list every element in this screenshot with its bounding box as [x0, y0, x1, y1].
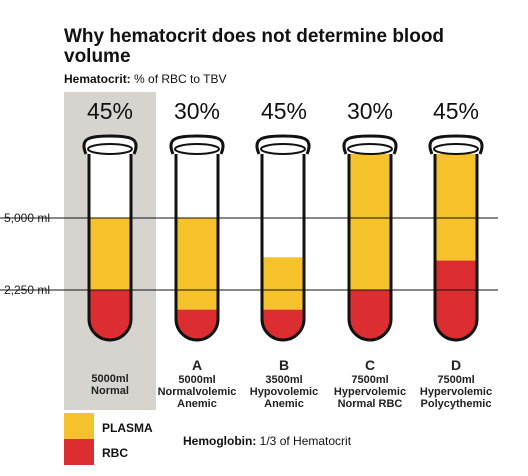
tube-fill-b: [262, 152, 304, 340]
label-d: D 7500ml Hypervolemic Polycythemic: [414, 357, 498, 411]
label-d-letter: D: [450, 357, 462, 373]
tube-fill-a: [176, 152, 218, 340]
label-a-line1: Normalvolemic: [157, 386, 237, 398]
tube-mouth-d: [433, 143, 479, 155]
legend-plasma-swatch: [64, 413, 94, 439]
hemoglobin-note: Hemoglobin: 1/3 of Hematocrit: [183, 434, 351, 448]
hematocrit-b: 45%: [260, 98, 308, 124]
plasma-fill-a: [176, 218, 218, 310]
hemoglobin-text: 1/3 of Hematocrit: [259, 434, 352, 448]
label-c-line1: Hypervolemic: [333, 386, 407, 398]
label-c-line2: Normal RBC: [337, 398, 403, 410]
hematocrit-c: 30%: [346, 98, 394, 124]
tube-mouth-b: [260, 143, 306, 155]
label-d-line2: Polycythemic: [420, 398, 492, 410]
plasma-fill-d: [435, 152, 477, 261]
rbc-fill-b: [262, 309, 304, 340]
label-d-volume: 7500ml: [437, 374, 475, 386]
label-a-letter: A: [191, 357, 203, 373]
label-normal-volume: 5000ml: [91, 373, 129, 385]
plasma-fill-normal: [89, 218, 131, 290]
legend-rbc-label: RBC: [102, 446, 128, 460]
hematocrit-normal: 45%: [86, 98, 134, 124]
label-d-line1: Hypervolemic: [419, 386, 493, 398]
tube-fill-normal: [89, 152, 131, 340]
label-b-line1: Hypovolemic: [249, 386, 319, 398]
tube-fill-d: [435, 152, 477, 340]
diagram-title: Why hematocrit does not determine blood …: [64, 26, 445, 67]
tube-mouth-a: [174, 143, 220, 155]
label-c: C 7500ml Hypervolemic Normal RBC: [328, 357, 412, 411]
tube-fill-c: [349, 152, 391, 340]
tube-outline-d: [433, 152, 479, 342]
tube-mouth-normal: [87, 143, 133, 155]
label-a: A 5000ml Normalvolemic Anemic: [155, 357, 239, 411]
plasma-fill-b: [262, 257, 304, 310]
legend-rbc-swatch: [64, 439, 94, 465]
hemoglobin-label: Hemoglobin:: [183, 434, 257, 448]
rbc-fill-normal: [89, 290, 131, 340]
tube-outline-a: [174, 152, 220, 342]
label-a-line2: Anemic: [177, 398, 217, 410]
label-b: B 3500ml Hypovolemic Anemic: [242, 357, 326, 411]
label-normal: 5000ml Normal: [68, 373, 152, 397]
tube-outline-b: [260, 152, 306, 342]
label-b-line2: Anemic: [264, 398, 304, 410]
plasma-fill-c: [349, 152, 391, 290]
rbc-fill-a: [176, 309, 218, 340]
subtitle-label: Hematocrit:: [64, 72, 131, 86]
rbc-fill-d: [435, 260, 477, 340]
label-a-volume: 5000ml: [178, 374, 216, 386]
label-b-volume: 3500ml: [265, 374, 303, 386]
tube-mouth-c: [347, 143, 393, 155]
tube-outline-c: [347, 152, 393, 342]
subtitle-text: % of RBC to TBV: [134, 72, 227, 86]
tube-outline-normal: [87, 152, 133, 342]
hematocrit-d: 45%: [432, 98, 480, 124]
hematocrit-a: 30%: [173, 98, 221, 124]
label-b-letter: B: [278, 357, 290, 373]
legend-plasma-label: PLASMA: [102, 421, 153, 435]
label-c-letter: C: [364, 357, 376, 373]
label-normal-type: Normal: [91, 385, 129, 397]
rbc-fill-c: [349, 290, 391, 340]
label-c-volume: 7500ml: [351, 374, 389, 386]
diagram-subtitle: Hematocrit: % of RBC to TBV: [64, 72, 227, 86]
